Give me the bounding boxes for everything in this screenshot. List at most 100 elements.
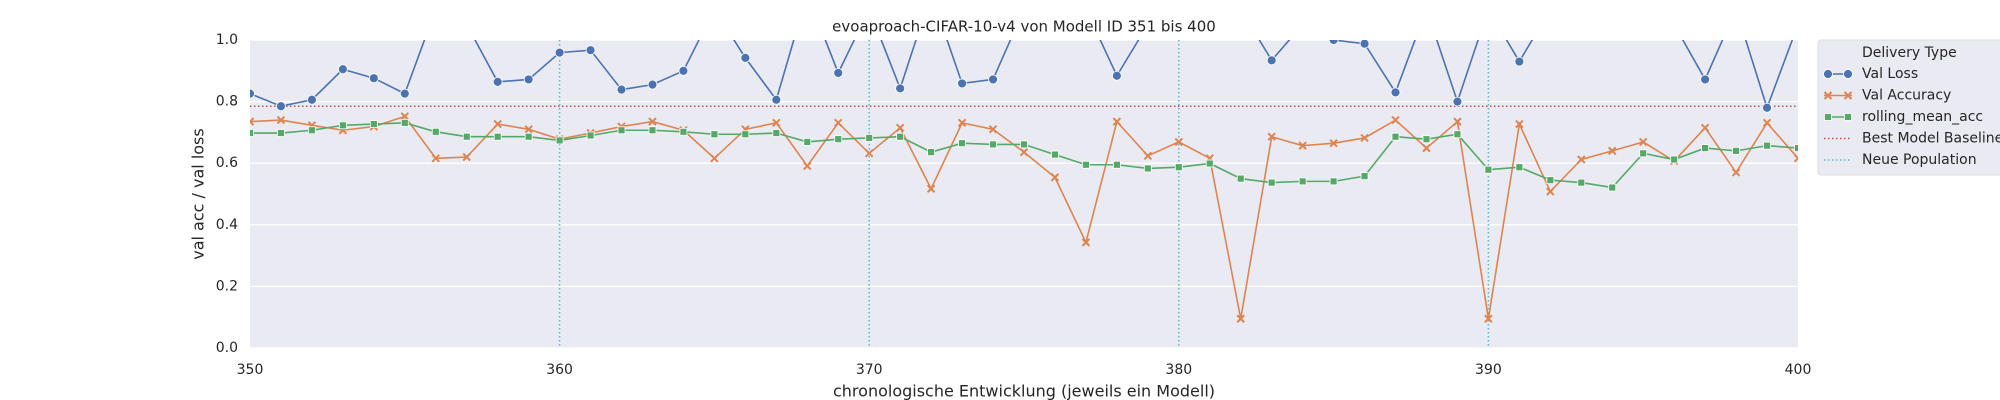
point [617,126,626,135]
point [1452,96,1463,107]
point [400,118,409,127]
point [1391,132,1400,141]
point [1794,20,1803,29]
point [834,135,843,144]
point [250,129,254,137]
point [1515,163,1524,172]
point [277,129,285,137]
point [1514,56,1525,67]
point [1298,20,1307,29]
point [648,117,657,126]
point [1670,20,1679,29]
point [710,154,719,163]
legend-marker [1843,91,1853,100]
point [250,88,255,99]
point [710,130,719,139]
point [1143,151,1153,161]
point [803,161,812,171]
point [1236,314,1245,323]
y-tick-label: 0.4 [216,217,238,233]
point [1794,144,1798,153]
point [307,94,317,105]
legend-marker [1843,69,1853,79]
point [1329,138,1338,148]
point [462,152,471,162]
point [1143,164,1152,173]
point [1484,5,1493,14]
point [740,52,751,63]
point [462,132,471,141]
x-tick-label: 360 [546,362,573,378]
point [524,125,533,134]
point [276,115,286,125]
point [1112,117,1122,126]
point [1763,141,1771,150]
y-tick-label: 0.2 [216,278,238,294]
point [865,134,874,142]
point [803,138,812,146]
legend-label: Val Accuracy [1862,88,1951,104]
point [1762,118,1772,128]
x-tick-label: 380 [1165,362,1192,378]
point [308,126,316,135]
point [988,74,998,85]
point [1298,141,1307,150]
point [1422,143,1431,153]
point [1639,5,1648,14]
point [895,123,905,132]
point [400,112,410,121]
point [555,136,564,145]
point [431,5,440,14]
point [1081,5,1090,14]
legend-marker [1823,69,1833,79]
point [585,45,596,56]
point [927,148,936,157]
point [1700,123,1710,132]
point [710,5,719,14]
point [678,65,689,76]
point [1111,70,1122,81]
point [1267,132,1276,141]
point [1762,102,1772,113]
point [399,88,410,99]
point [1453,117,1462,126]
point [865,5,874,14]
point [772,118,781,128]
point [1422,5,1431,14]
point [957,118,967,128]
point [1638,137,1648,147]
point [1608,183,1617,192]
point [1174,163,1183,172]
point [1051,150,1059,159]
point [1793,154,1798,163]
point [493,132,502,141]
point [1731,168,1741,177]
point [1205,159,1214,168]
point [1019,147,1029,157]
point [493,119,502,129]
legend-marker [1844,113,1852,121]
point [957,78,967,89]
point [1020,5,1029,14]
legend-marker [1824,113,1832,121]
point [586,131,595,140]
point [833,68,844,78]
point [1020,140,1028,149]
chart-title: evoaproach-CIFAR-10-v4 von Modell ID 351… [832,18,1216,36]
point [1453,130,1462,139]
x-tick-label: 390 [1475,362,1502,378]
point [896,132,905,141]
point [1174,5,1183,14]
point [1205,5,1214,14]
legend-label: Best Model Baseline [1862,131,2000,147]
point [648,126,657,135]
point [1359,40,1370,49]
x-tick-label: 400 [1785,362,1812,378]
point [1577,155,1586,164]
legend-label: Neue Population [1862,152,1977,168]
grid [250,39,1798,349]
point [1732,5,1741,14]
point [1608,5,1617,14]
point [679,127,688,136]
